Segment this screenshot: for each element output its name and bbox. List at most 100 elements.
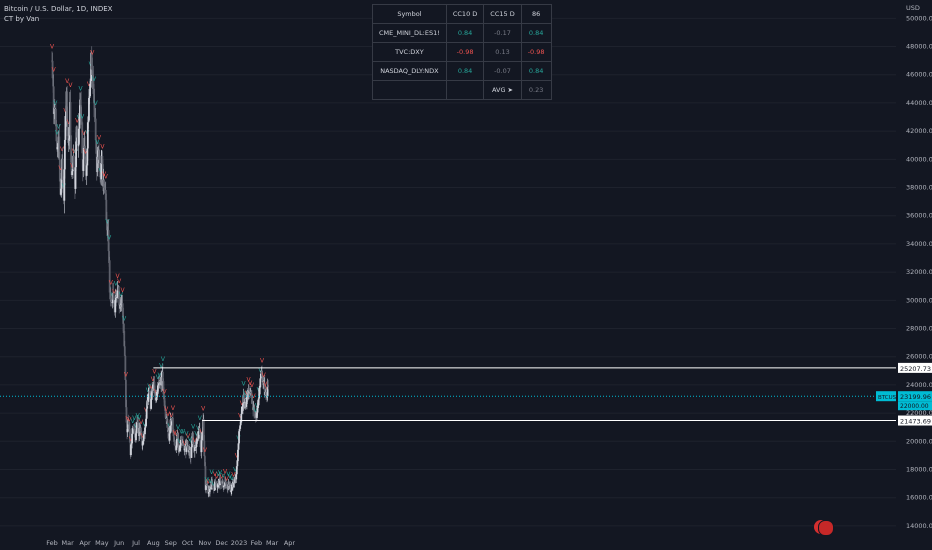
- up-signal-marker: V: [107, 234, 112, 241]
- y-tick-label: 44000.00: [906, 99, 932, 107]
- row-c3: -0.98: [520, 42, 552, 62]
- candle-body: [201, 432, 203, 441]
- candle-body: [67, 136, 70, 139]
- candle-body: [138, 428, 141, 437]
- x-tick-label: 2023: [231, 539, 248, 547]
- down-signal-marker: V: [201, 405, 206, 412]
- table-avg-row: AVG ➤ 0.23: [372, 80, 552, 100]
- candle-body: [141, 441, 144, 446]
- y-tick-label: 20000.00: [906, 437, 932, 445]
- down-signal-marker: V: [169, 412, 174, 419]
- candle-body: [84, 163, 87, 176]
- candle-body: [190, 447, 193, 458]
- candle-body: [137, 422, 140, 430]
- up-signal-marker: V: [95, 139, 100, 146]
- candle-body: [93, 103, 96, 110]
- candle-body: [251, 395, 253, 401]
- up-signal-marker: V: [253, 407, 258, 414]
- candle-body: [107, 230, 110, 252]
- candle-body: [205, 485, 207, 490]
- correlation-table: Symbol CC10 D CC15 D 86 CME_MINI_DL:ES1!…: [372, 4, 552, 100]
- candle-body: [111, 300, 113, 304]
- candle-body: [147, 393, 150, 402]
- candle-body: [108, 251, 111, 261]
- y-tick-label: 46000.00: [906, 71, 932, 79]
- candle-body: [100, 163, 103, 180]
- candle-body: [187, 446, 189, 451]
- candle-body: [238, 428, 241, 432]
- candle-body: [122, 307, 125, 324]
- table-row: TVC:DXY -0.98 0.13 -0.98: [372, 42, 552, 62]
- candle-body: [65, 111, 67, 117]
- candle-body: [58, 136, 61, 161]
- candle-body: [130, 444, 132, 456]
- avg-value: 0.23: [520, 80, 552, 100]
- up-signal-marker: V: [114, 281, 119, 288]
- x-tick-label: Feb: [46, 539, 58, 547]
- candle-body: [195, 446, 197, 448]
- candle-body: [76, 137, 79, 145]
- candle-body: [229, 485, 232, 492]
- down-signal-marker: V: [262, 372, 267, 379]
- candle-body: [166, 421, 169, 425]
- row-c3: 0.84: [520, 61, 552, 81]
- candle-body: [177, 432, 179, 439]
- candle-body: [261, 376, 264, 382]
- down-signal-marker: V: [223, 469, 228, 476]
- candle-body: [102, 164, 104, 187]
- candle-body: [192, 444, 195, 448]
- events-icon[interactable]: [818, 520, 834, 536]
- candle-body: [79, 99, 82, 106]
- down-signal-marker: V: [247, 376, 252, 383]
- candle-body: [77, 128, 80, 145]
- up-signal-marker: V: [198, 415, 203, 422]
- candle-body: [257, 398, 260, 403]
- down-signal-marker: V: [149, 383, 154, 390]
- candle-body: [81, 122, 84, 154]
- y-tick-label: 28000.00: [906, 325, 932, 333]
- candle-body: [178, 447, 181, 451]
- candle-body: [77, 144, 80, 146]
- candle-body: [169, 426, 172, 434]
- up-signal-marker: V: [221, 472, 226, 479]
- candle-body: [135, 422, 138, 434]
- row-cc10: 0.84: [445, 23, 485, 43]
- candle-body: [249, 391, 252, 393]
- y-tick-label: 16000.00: [906, 494, 932, 502]
- candle-body: [148, 391, 151, 394]
- candle-body: [136, 421, 139, 423]
- candle-body: [125, 380, 127, 408]
- y-tick-label: 22000.00: [906, 409, 932, 417]
- level-label-box: [898, 415, 932, 426]
- candle-body: [56, 141, 58, 150]
- candle-body: [155, 392, 158, 398]
- candle-body: [259, 378, 262, 388]
- up-signal-marker: V: [176, 424, 181, 431]
- avg-empty: [372, 80, 447, 100]
- down-signal-marker: V: [215, 474, 220, 481]
- up-signal-marker: V: [156, 374, 161, 381]
- candle-body: [110, 300, 113, 301]
- candle-body: [51, 60, 54, 79]
- candle-body: [237, 449, 239, 461]
- candle-body: [149, 393, 151, 397]
- down-signal-marker: V: [171, 405, 176, 412]
- candle-body: [188, 449, 191, 453]
- down-signal-marker: V: [115, 273, 120, 280]
- up-signal-marker: V: [233, 467, 238, 474]
- row-cc15: -0.07: [483, 61, 522, 81]
- candle-body: [94, 109, 97, 119]
- up-signal-marker: V: [188, 436, 193, 443]
- down-signal-marker: V: [225, 476, 230, 483]
- candle-body: [144, 427, 146, 435]
- candle-body: [252, 404, 254, 411]
- candle-body: [94, 118, 97, 140]
- candle-body: [214, 480, 216, 490]
- up-signal-marker: V: [205, 476, 210, 483]
- down-signal-marker: V: [163, 389, 168, 396]
- candle-body: [91, 69, 94, 76]
- candle-body: [61, 158, 64, 181]
- candle-body: [73, 169, 76, 178]
- candle-body: [93, 93, 95, 104]
